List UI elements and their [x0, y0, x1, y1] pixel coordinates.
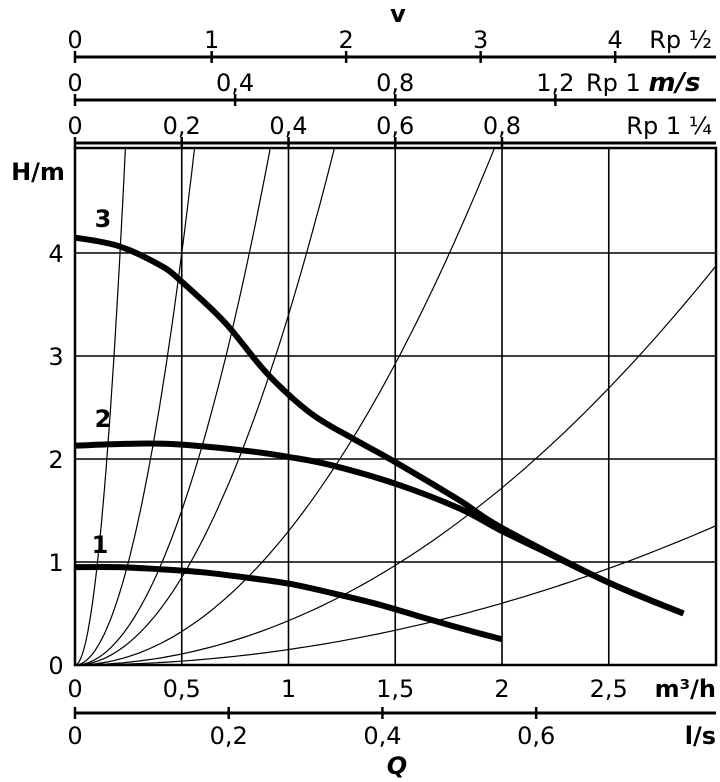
velocity-title: v — [390, 0, 406, 28]
velocity-tick-label: 0 — [67, 69, 82, 97]
velocity-tick-label: 0,4 — [269, 112, 307, 140]
ls-tick-label: 0,2 — [210, 722, 248, 750]
system-curve — [75, 148, 336, 665]
velocity-scales: v0 1 2 3 40 0,4 0,8 1,20 0,2 0,4 0,6 0,8Rp ½Rp 1 m/… — [67, 0, 716, 149]
pump-curve-label-1: 1 — [92, 531, 109, 559]
velocity-tick-label: 0 — [67, 112, 82, 140]
pump-series: 1 2 3 — [74, 205, 685, 643]
system-curve — [75, 148, 271, 665]
y-tick-label: 1 — [48, 549, 63, 577]
ls-tick-label: 0 — [67, 722, 82, 750]
pump-curve-label-2: 2 — [95, 405, 112, 433]
velocity-tick-label: 0,8 — [483, 112, 521, 140]
x-tick-label: 2 — [494, 675, 509, 703]
velocity-tick-label: 2 — [339, 26, 354, 54]
system-curves — [75, 148, 716, 665]
scale-name-rp1: Rp 1 m/s — [586, 68, 701, 98]
velocity-tick-label: 0,8 — [376, 69, 414, 97]
velocity-tick-label: 1,2 — [536, 69, 574, 97]
velocity-unit: m/s — [648, 68, 700, 98]
scale-name-rp-half: Rp ½ — [649, 26, 712, 54]
y-tick-label: 2 — [48, 446, 63, 474]
axes: H/m 0 1 2 3 4 0 0,5 1 1,5 2 2,5 m³/h 0 0,2 0,4 0,6 l/s Q — [11, 158, 716, 780]
velocity-tick-label: 0,2 — [163, 112, 201, 140]
x-tick-label: 0,5 — [163, 675, 201, 703]
velocity-tick-label: 0 — [67, 26, 82, 54]
velocity-tick-label: 0,4 — [216, 69, 254, 97]
ls-tick-label: 0,4 — [363, 722, 401, 750]
pump-curve-2 — [74, 440, 685, 617]
scale-name-rp1-label: Rp 1 — [586, 69, 648, 97]
pump-curve-1 — [74, 563, 503, 643]
plot-frame — [73, 146, 718, 667]
pump-curve-3 — [74, 234, 685, 617]
plot-grid — [73, 146, 718, 667]
velocity-tick-label: 4 — [608, 26, 623, 54]
system-curve — [75, 148, 496, 665]
y-tick-label: 0 — [48, 652, 63, 680]
x-tick-label: 1 — [281, 675, 296, 703]
system-curve — [75, 148, 196, 665]
system-curve — [75, 265, 716, 665]
pump-curve-label-3: 3 — [95, 205, 112, 233]
x-tick-label: 1,5 — [376, 675, 414, 703]
x-unit-secondary: l/s — [685, 722, 716, 750]
velocity-tick-label: 3 — [473, 26, 488, 54]
system-curve — [75, 525, 716, 665]
ls-tick-label: 0,6 — [517, 722, 555, 750]
x-unit-primary: m³/h — [655, 675, 716, 703]
y-axis-label: H/m — [11, 158, 65, 186]
velocity-tick-label: 0,6 — [376, 112, 414, 140]
y-tick-label: 3 — [48, 343, 63, 371]
velocity-tick-label: 1 — [204, 26, 219, 54]
system-curve — [75, 148, 127, 665]
scale-name-rp1-quarter: Rp 1 ¼ — [626, 112, 712, 140]
x-axis-label: Q — [387, 752, 407, 780]
x-tick-label: 0 — [67, 675, 82, 703]
x-tick-label: 2,5 — [590, 675, 628, 703]
y-tick-label: 4 — [48, 240, 63, 268]
